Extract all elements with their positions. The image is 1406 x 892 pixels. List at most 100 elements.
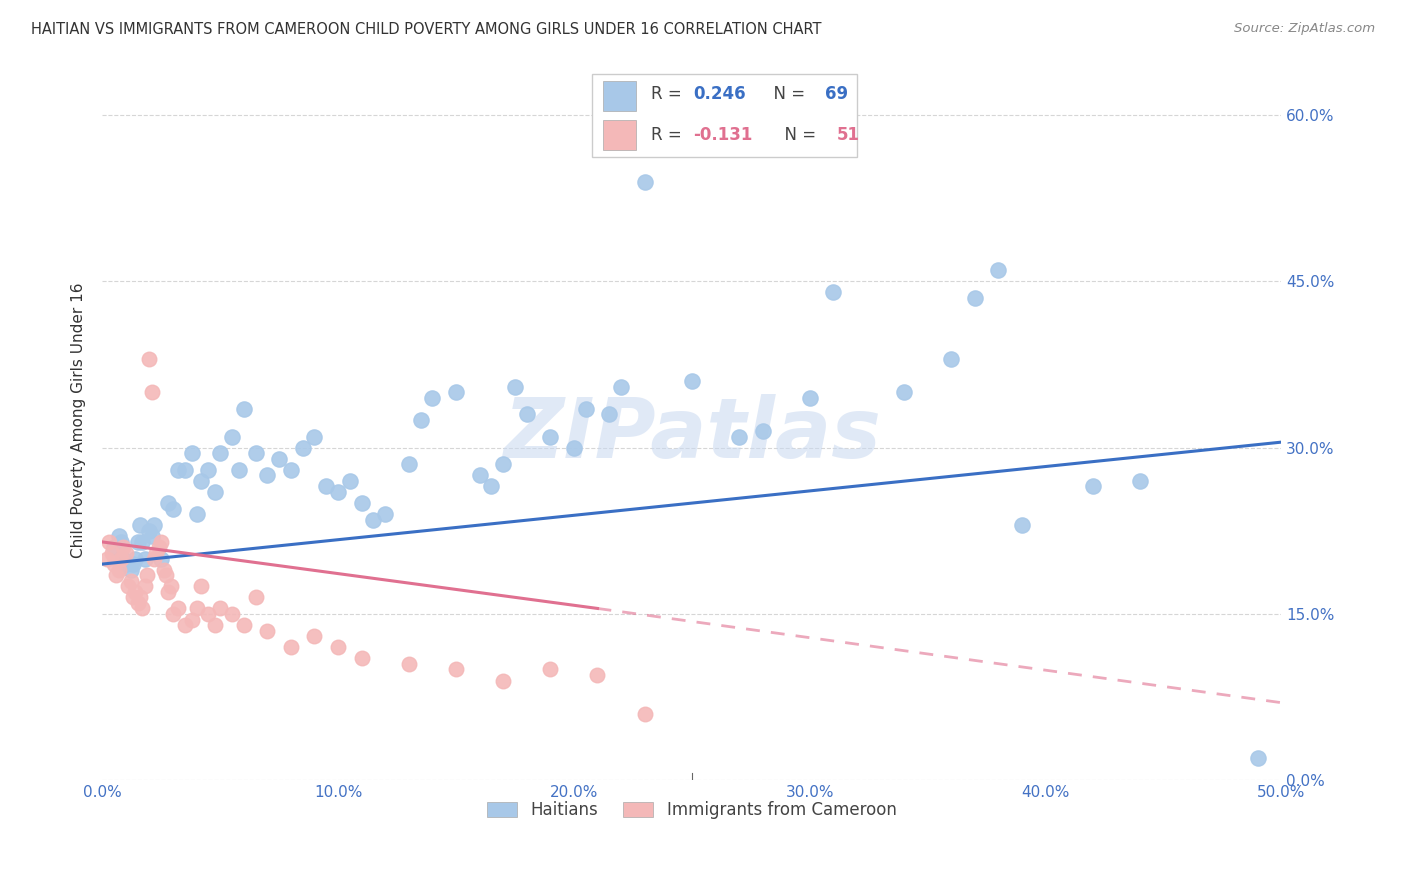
Point — [105, 568, 128, 582]
Point — [232, 401, 254, 416]
Point — [728, 429, 751, 443]
Point — [162, 607, 184, 621]
Point — [823, 285, 845, 300]
Point — [110, 535, 132, 549]
Point — [221, 607, 243, 621]
Text: ZIPatlas: ZIPatlas — [503, 394, 880, 475]
Point — [127, 535, 149, 549]
Point — [138, 524, 160, 538]
Point — [422, 391, 444, 405]
Point — [204, 618, 226, 632]
Point — [444, 662, 467, 676]
Point — [150, 535, 173, 549]
Point — [117, 579, 139, 593]
Point — [751, 424, 773, 438]
Point — [586, 668, 609, 682]
Point — [131, 535, 153, 549]
Text: -0.131: -0.131 — [693, 126, 752, 144]
Point — [228, 463, 250, 477]
Point — [280, 640, 302, 655]
Text: 51: 51 — [837, 126, 860, 144]
Point — [122, 557, 145, 571]
Point — [538, 662, 561, 676]
Point — [127, 596, 149, 610]
Point — [256, 468, 278, 483]
Point — [326, 485, 349, 500]
Point — [197, 463, 219, 477]
Point — [112, 551, 135, 566]
Point — [157, 496, 180, 510]
Point — [1129, 474, 1152, 488]
FancyBboxPatch shape — [603, 120, 637, 150]
Text: Source: ZipAtlas.com: Source: ZipAtlas.com — [1234, 22, 1375, 36]
Point — [120, 574, 142, 588]
Point — [173, 618, 195, 632]
Point — [893, 385, 915, 400]
Point — [141, 385, 163, 400]
Point — [398, 657, 420, 671]
Point — [166, 601, 188, 615]
Text: R =: R = — [651, 85, 686, 103]
Point — [304, 629, 326, 643]
Point — [610, 380, 633, 394]
Point — [326, 640, 349, 655]
Point — [492, 458, 515, 472]
Point — [516, 408, 538, 422]
Point — [122, 591, 145, 605]
Point — [152, 563, 174, 577]
Point — [134, 551, 156, 566]
Point — [280, 463, 302, 477]
Point — [103, 557, 125, 571]
Point — [103, 541, 125, 555]
Point — [166, 463, 188, 477]
Point — [562, 441, 585, 455]
Point — [186, 507, 208, 521]
Point — [120, 563, 142, 577]
Point — [145, 546, 167, 560]
Point — [409, 413, 432, 427]
Point — [143, 518, 166, 533]
Point — [245, 446, 267, 460]
Point — [1247, 751, 1270, 765]
Point — [114, 557, 136, 571]
Point — [598, 408, 620, 422]
Point — [681, 374, 703, 388]
Text: R =: R = — [651, 126, 686, 144]
Point — [110, 551, 132, 566]
Point — [173, 463, 195, 477]
Point — [398, 458, 420, 472]
Point — [304, 429, 326, 443]
Point — [291, 441, 314, 455]
Point — [1081, 479, 1104, 493]
Text: 69: 69 — [825, 85, 848, 103]
Point — [232, 618, 254, 632]
Point — [209, 446, 232, 460]
Point — [538, 429, 561, 443]
Point — [363, 513, 385, 527]
Point — [180, 446, 202, 460]
Point — [134, 579, 156, 593]
Point — [138, 351, 160, 366]
Point — [148, 541, 170, 555]
Point — [1011, 518, 1033, 533]
Point — [221, 429, 243, 443]
Point — [162, 501, 184, 516]
Point — [129, 518, 152, 533]
Point — [150, 551, 173, 566]
Point — [114, 546, 136, 560]
Point — [129, 591, 152, 605]
Point — [136, 568, 159, 582]
Point — [350, 496, 373, 510]
Point — [987, 263, 1010, 277]
Point — [180, 613, 202, 627]
Point — [245, 591, 267, 605]
Point — [107, 563, 129, 577]
Point — [112, 541, 135, 555]
Point — [143, 551, 166, 566]
Point — [492, 673, 515, 688]
Point — [204, 485, 226, 500]
Point — [374, 507, 396, 521]
Point — [339, 474, 361, 488]
Point — [190, 474, 212, 488]
Point — [131, 601, 153, 615]
